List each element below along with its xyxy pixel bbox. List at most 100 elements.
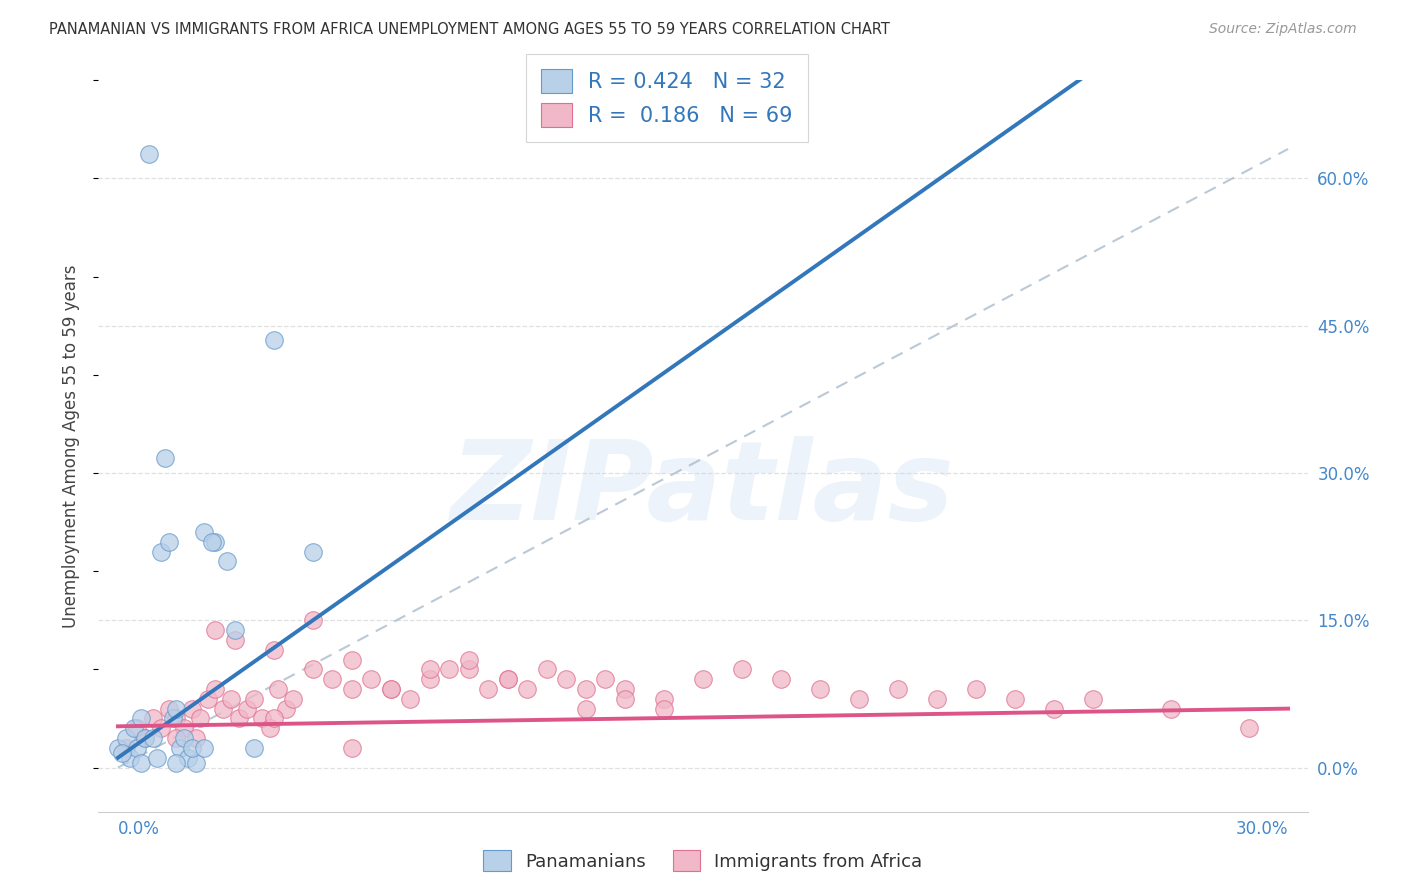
Point xyxy=(111,746,134,760)
Point xyxy=(614,691,637,706)
Point xyxy=(692,672,714,686)
Point xyxy=(243,691,266,706)
Point xyxy=(458,662,481,676)
Point xyxy=(399,691,422,706)
Text: PANAMANIAN VS IMMIGRANTS FROM AFRICA UNEMPLOYMENT AMONG AGES 55 TO 59 YEARS CORR: PANAMANIAN VS IMMIGRANTS FROM AFRICA UNE… xyxy=(49,22,890,37)
Point xyxy=(204,681,226,696)
Point xyxy=(114,731,136,745)
Point xyxy=(193,740,215,755)
Point xyxy=(165,711,187,725)
Point xyxy=(193,524,215,539)
Point xyxy=(134,731,156,745)
Point xyxy=(848,691,870,706)
Point xyxy=(808,681,831,696)
Point xyxy=(496,672,519,686)
Point xyxy=(340,740,363,755)
Point xyxy=(252,711,274,725)
Point xyxy=(1237,721,1260,735)
Point xyxy=(165,731,187,745)
Point xyxy=(177,750,200,764)
Point xyxy=(181,740,204,755)
Point xyxy=(243,740,266,755)
Point xyxy=(212,701,235,715)
Point xyxy=(184,756,207,770)
Point xyxy=(169,740,191,755)
Point xyxy=(302,544,325,558)
Point xyxy=(925,691,948,706)
Point xyxy=(181,701,204,715)
Point xyxy=(496,672,519,686)
Point xyxy=(138,147,160,161)
Point xyxy=(157,701,180,715)
Point xyxy=(595,672,617,686)
Point xyxy=(235,701,257,715)
Point xyxy=(1043,701,1066,715)
Point xyxy=(162,711,184,725)
Point xyxy=(458,652,481,666)
Point xyxy=(274,701,297,715)
Point xyxy=(122,721,145,735)
Point xyxy=(769,672,792,686)
Point xyxy=(380,681,402,696)
Point xyxy=(228,711,250,725)
Point xyxy=(204,623,226,637)
Point xyxy=(283,691,305,706)
Point xyxy=(127,740,149,755)
Point xyxy=(555,672,578,686)
Point xyxy=(887,681,910,696)
Point xyxy=(142,711,165,725)
Point xyxy=(173,731,195,745)
Point xyxy=(302,662,325,676)
Text: 0.0%: 0.0% xyxy=(118,820,160,838)
Point xyxy=(149,721,172,735)
Point xyxy=(149,544,172,558)
Point xyxy=(267,681,290,696)
Point xyxy=(200,534,222,549)
Point xyxy=(575,701,598,715)
Point xyxy=(204,534,226,549)
Text: Source: ZipAtlas.com: Source: ZipAtlas.com xyxy=(1209,22,1357,37)
Y-axis label: Unemployment Among Ages 55 to 59 years: Unemployment Among Ages 55 to 59 years xyxy=(62,264,80,628)
Point xyxy=(184,731,207,745)
Point xyxy=(188,711,211,725)
Point xyxy=(197,691,219,706)
Point xyxy=(360,672,382,686)
Point xyxy=(127,721,149,735)
Point xyxy=(114,740,136,755)
Point xyxy=(652,701,675,715)
Point xyxy=(652,691,675,706)
Point xyxy=(575,681,598,696)
Point xyxy=(224,623,246,637)
Point xyxy=(219,691,242,706)
Text: 30.0%: 30.0% xyxy=(1236,820,1288,838)
Point xyxy=(477,681,499,696)
Point xyxy=(1160,701,1182,715)
Point xyxy=(142,731,165,745)
Point xyxy=(439,662,461,676)
Point xyxy=(165,756,187,770)
Point xyxy=(224,632,246,647)
Point xyxy=(173,721,195,735)
Point xyxy=(536,662,558,676)
Legend: R = 0.424   N = 32, R =  0.186   N = 69: R = 0.424 N = 32, R = 0.186 N = 69 xyxy=(526,54,807,142)
Point xyxy=(263,711,285,725)
Point xyxy=(340,681,363,696)
Point xyxy=(965,681,987,696)
Point xyxy=(259,721,281,735)
Point xyxy=(516,681,538,696)
Point xyxy=(118,750,141,764)
Point xyxy=(131,711,153,725)
Point xyxy=(1081,691,1104,706)
Point xyxy=(107,740,129,755)
Point xyxy=(302,613,325,627)
Point xyxy=(263,334,285,348)
Point xyxy=(731,662,754,676)
Point xyxy=(614,681,637,696)
Point xyxy=(146,750,169,764)
Point xyxy=(165,701,187,715)
Point xyxy=(217,554,239,568)
Point xyxy=(134,731,156,745)
Text: ZIPatlas: ZIPatlas xyxy=(451,436,955,543)
Point xyxy=(157,534,180,549)
Point xyxy=(340,652,363,666)
